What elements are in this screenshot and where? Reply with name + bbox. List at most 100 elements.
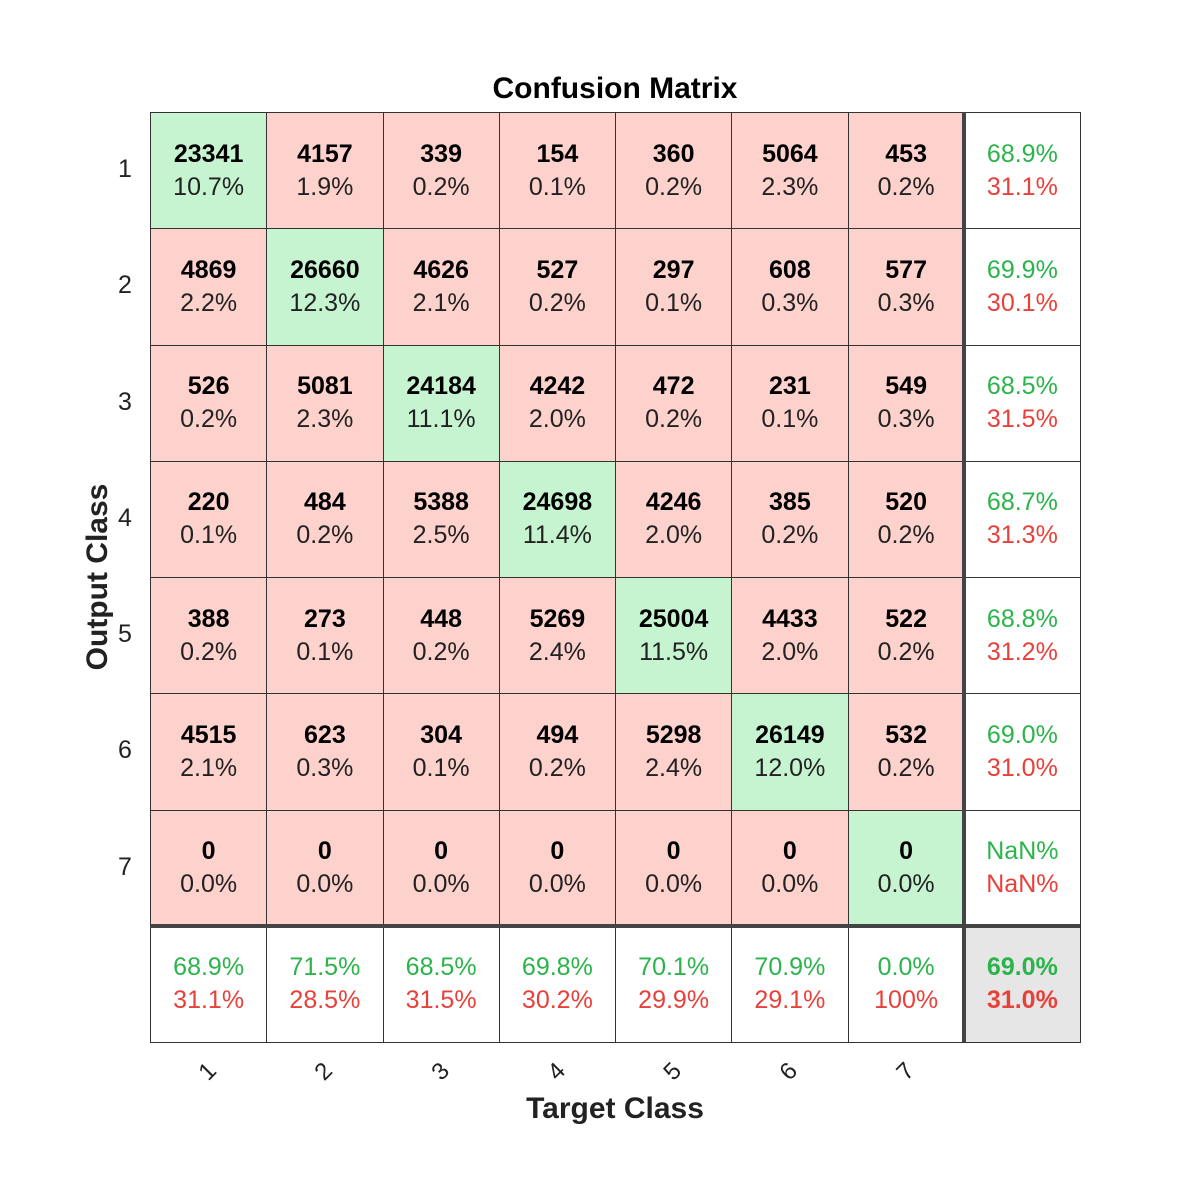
cell-count: 0 [550, 837, 565, 866]
cell-percent: 2.3% [296, 405, 354, 434]
cell-percent: 0.0% [877, 870, 935, 899]
column-summary-cell: 68.5% 31.5% [382, 925, 500, 1043]
overall-accuracy: 69.0% [986, 953, 1058, 982]
matrix-cell: 608 0.3% [731, 228, 849, 346]
cell-count: 522 [885, 604, 927, 633]
column-error: 100% [874, 986, 939, 1015]
cell-count: 388 [187, 604, 230, 633]
y-tick-label: 6 [118, 736, 132, 765]
x-tick-label: 2 [309, 1057, 339, 1086]
column-summary-cell: 69.8% 30.2% [498, 925, 616, 1043]
cell-count: 494 [536, 720, 579, 749]
column-error: 31.1% [173, 986, 245, 1015]
cell-percent: 0.3% [877, 405, 935, 434]
x-tick-label: 6 [774, 1057, 804, 1086]
row-precision: 68.7% [986, 488, 1058, 517]
cell-count: 297 [652, 255, 695, 284]
cell-percent: 0.0% [528, 870, 586, 899]
column-error: 29.1% [754, 986, 826, 1015]
cell-count: 339 [420, 139, 462, 168]
matrix-cell: 5298 2.4% [615, 693, 733, 811]
cell-percent: 2.4% [645, 753, 703, 782]
cell-percent: 2.2% [180, 288, 238, 317]
matrix-cell: 4242 2.0% [498, 344, 616, 462]
cell-percent: 0.1% [528, 172, 586, 201]
cell-count: 0 [434, 837, 449, 866]
cell-percent: 2.1% [412, 288, 470, 317]
matrix-cell: 4433 2.0% [731, 577, 849, 695]
matrix-cell: 388 0.2% [150, 577, 268, 695]
column-recall: 71.5% [289, 953, 361, 982]
matrix-cell: 623 0.3% [266, 693, 384, 811]
matrix-cell: 520 0.2% [847, 460, 965, 578]
cell-count: 220 [187, 488, 230, 517]
cell-count: 24184 [406, 372, 476, 401]
cell-percent: 0.1% [761, 405, 819, 434]
matrix-cell: 24698 11.4% [498, 460, 616, 578]
cell-percent: 0.3% [296, 753, 354, 782]
cell-count: 5081 [297, 372, 353, 401]
row-summary-cell: 68.9% 31.1% [963, 112, 1081, 230]
cell-count: 0 [899, 837, 914, 866]
row-precision: 68.9% [986, 139, 1058, 168]
column-error: 31.5% [405, 986, 477, 1015]
matrix-cell: 26149 12.0% [731, 693, 849, 811]
matrix-cell: 5269 2.4% [498, 577, 616, 695]
matrix-cell: 273 0.1% [266, 577, 384, 695]
matrix-cell: 360 0.2% [615, 112, 733, 230]
cell-count: 484 [304, 488, 346, 517]
cell-percent: 0.2% [528, 288, 586, 317]
cell-count: 526 [187, 372, 230, 401]
y-tick-label: 2 [118, 271, 132, 300]
cell-count: 4626 [413, 255, 469, 284]
row-error: 31.2% [986, 637, 1058, 666]
overall-accuracy-cell: 69.0% 31.0% [963, 925, 1081, 1043]
y-tick-label: 7 [118, 852, 132, 881]
cell-percent: 11.1% [406, 405, 476, 434]
matrix-cell: 448 0.2% [382, 577, 500, 695]
cell-percent: 0.3% [877, 288, 935, 317]
matrix-cell: 0 0.0% [731, 809, 849, 927]
row-precision: 68.8% [986, 604, 1058, 633]
cell-count: 623 [304, 720, 346, 749]
cell-count: 5064 [762, 139, 818, 168]
matrix-cell: 0 0.0% [615, 809, 733, 927]
cell-percent: 0.2% [412, 172, 470, 201]
matrix-cell: 297 0.1% [615, 228, 733, 346]
column-recall: 68.5% [405, 953, 477, 982]
cell-percent: 10.7% [173, 172, 245, 201]
cell-percent: 1.9% [296, 172, 354, 201]
row-summary-cell: NaN% NaN% [963, 809, 1081, 927]
cell-count: 4242 [529, 372, 586, 401]
cell-percent: 2.0% [761, 637, 819, 666]
cell-count: 577 [885, 255, 927, 284]
cell-count: 25004 [638, 604, 709, 633]
matrix-cell: 472 0.2% [615, 344, 733, 462]
cell-count: 4515 [180, 720, 237, 749]
column-recall: 0.0% [877, 953, 935, 982]
cell-percent: 0.1% [180, 521, 238, 550]
column-recall: 70.1% [638, 953, 710, 982]
matrix-cell: 0 0.0% [150, 809, 268, 927]
cell-count: 4433 [762, 604, 818, 633]
cell-count: 385 [769, 488, 811, 517]
cell-percent: 0.0% [645, 870, 703, 899]
row-precision: NaN% [986, 837, 1059, 866]
matrix-cell: 304 0.1% [382, 693, 500, 811]
cell-count: 0 [201, 837, 216, 866]
matrix-cell: 0 0.0% [382, 809, 500, 927]
column-recall: 70.9% [754, 953, 826, 982]
matrix-cell: 549 0.3% [847, 344, 965, 462]
column-recall: 69.8% [521, 953, 593, 982]
column-summary-cell: 68.9% 31.1% [150, 925, 268, 1043]
cell-count: 304 [420, 720, 462, 749]
cell-percent: 0.1% [412, 753, 470, 782]
matrix-cell: 494 0.2% [498, 693, 616, 811]
column-summary-cell: 70.9% 29.1% [731, 925, 849, 1043]
matrix-cell: 339 0.2% [382, 112, 500, 230]
cell-count: 453 [885, 139, 927, 168]
matrix-cell: 5081 2.3% [266, 344, 384, 462]
cell-count: 0 [666, 837, 681, 866]
row-precision: 68.5% [986, 372, 1058, 401]
